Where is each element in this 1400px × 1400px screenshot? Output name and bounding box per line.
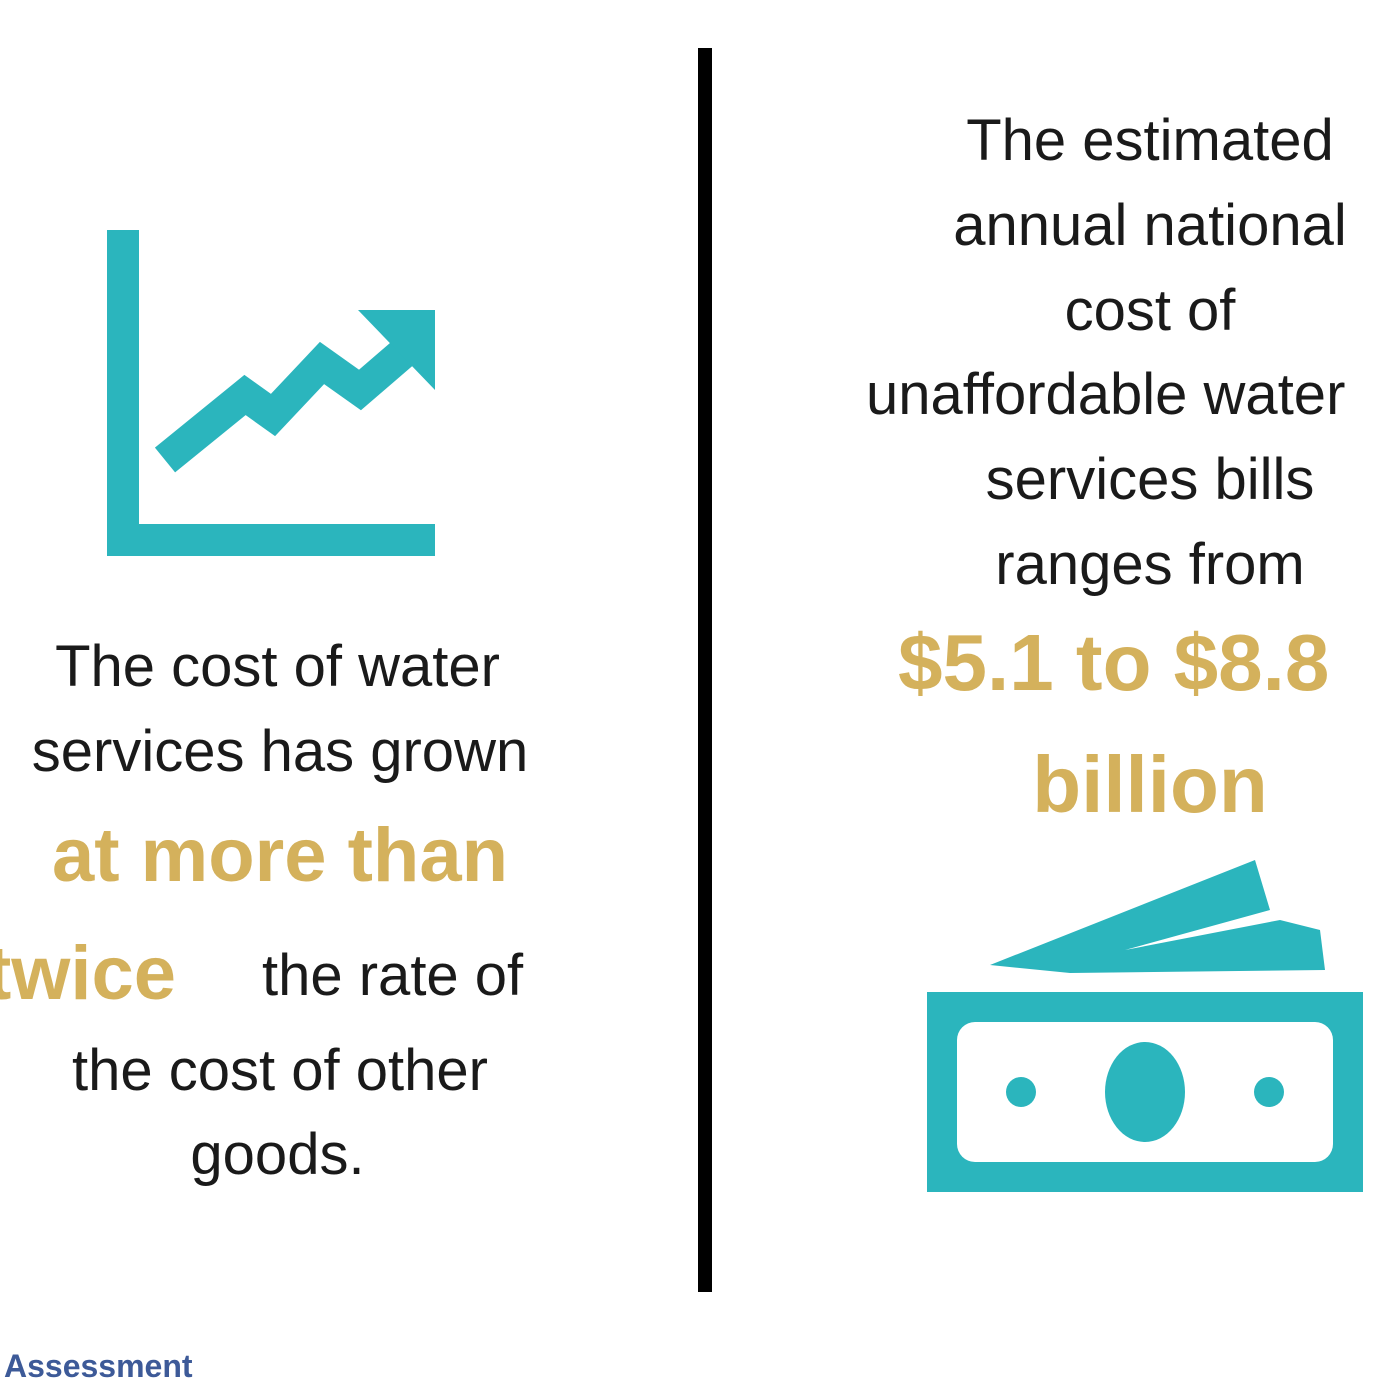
right-highlight-unit: billion (1032, 740, 1268, 829)
left-line-2: services has grown (31, 719, 529, 784)
right-line-5: services bills (985, 447, 1315, 512)
left-line-4: the cost of other (72, 1038, 488, 1103)
right-line-2: annual national (953, 193, 1347, 258)
left-highlight-1: at more than (51, 813, 509, 898)
right-highlight-amount: $5.1 to $8.8 (898, 618, 1330, 707)
right-line-1: The estimated (966, 108, 1334, 173)
left-line-5: goods. (190, 1122, 365, 1187)
right-line-6: ranges from (995, 532, 1305, 597)
left-line-1: The cost of water (55, 634, 500, 699)
right-line-3: cost of (1064, 278, 1236, 343)
column-divider (698, 48, 712, 1292)
left-highlight-2: twice (0, 931, 177, 1016)
growth-chart-icon (107, 230, 435, 556)
footer-text: Assessment (4, 1348, 193, 1384)
right-line-4: unaffordable water (866, 362, 1346, 427)
left-line-3: the rate of (262, 943, 524, 1008)
money-bills-icon (927, 860, 1363, 1192)
